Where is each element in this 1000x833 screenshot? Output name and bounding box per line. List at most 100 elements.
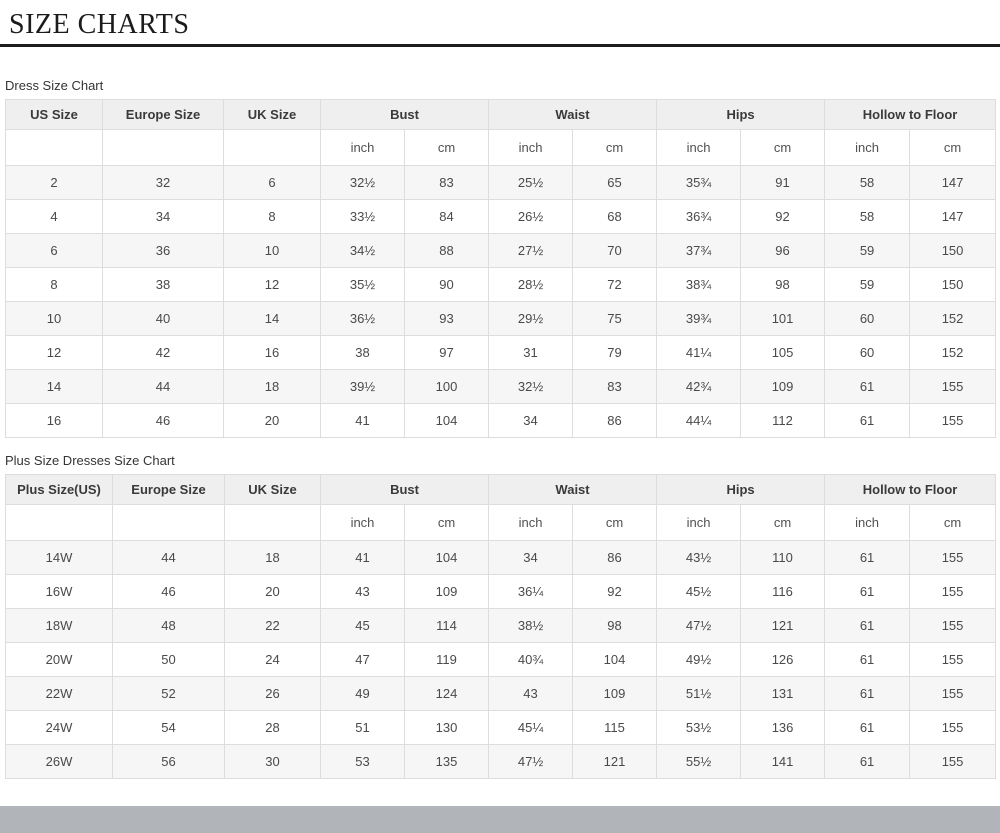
col-header-waist: Waist [488,99,658,130]
table-cell: 60 [824,335,911,370]
table-cell: 43 [488,676,574,711]
unit-cell: inch [320,129,405,166]
table-cell: 40¾ [488,642,574,677]
col-header-bust: Bust [319,99,490,130]
col-header-plus-size-us: Plus Size(US) [5,474,113,505]
table-cell: 30 [224,744,321,779]
table-cell: 126 [740,642,826,677]
title-divider [0,44,1000,47]
table-cell: 47½ [488,744,574,779]
table-cell: 91 [740,165,826,200]
table-row: 8 38 12 35½ 90 28½ 72 38¾ 98 59 150 [5,267,997,302]
table-cell: 53 [320,744,405,779]
col-header-bust: Bust [319,474,490,505]
table-cell: 20 [223,403,321,438]
table-cell: 25½ [488,165,574,200]
table-cell: 16 [223,335,321,370]
table-cell: 45¼ [488,710,574,745]
table-cell: 27½ [488,233,574,268]
col-header-hollow-to-floor: Hollow to Floor [824,474,997,505]
table-cell: 45½ [656,574,742,609]
table-cell: 43½ [656,540,742,575]
table-cell: 147 [909,165,997,200]
table-row: 14 44 18 39½ 100 32½ 83 42¾ 109 61 155 [5,369,997,404]
col-header-hips: Hips [656,474,826,505]
table-cell: 56 [112,744,225,779]
table-cell: 61 [824,574,911,609]
dress-size-table: US Size Europe Size UK Size Bust Waist H… [5,99,997,438]
footer-band [0,806,1000,833]
plus-chart-label: Plus Size Dresses Size Chart [5,453,175,468]
table-cell: 136 [740,710,826,745]
table-cell: 97 [403,335,490,370]
table-cell: 61 [824,369,911,404]
table-cell: 26 [224,676,321,711]
table-cell: 59 [824,233,911,268]
table-cell: 104 [572,642,658,677]
unit-cell [224,504,321,541]
table-cell: 20 [224,574,321,609]
table-cell: 100 [403,369,490,404]
table-cell: 4 [5,199,103,234]
table-row: 4 34 8 33½ 84 26½ 68 36¾ 92 58 147 [5,199,997,234]
table-cell: 51½ [656,676,742,711]
table-cell: 47½ [656,608,742,643]
table-cell: 8 [223,199,321,234]
table-cell: 33½ [320,199,405,234]
table-cell: 14 [5,369,103,404]
table-cell: 121 [740,608,826,643]
table-cell: 59 [824,267,911,302]
table-cell: 51 [320,710,405,745]
unit-cell: cm [572,129,658,166]
table-cell: 29½ [488,301,574,336]
table-cell: 28½ [488,267,574,302]
table-cell: 6 [223,165,321,200]
table-cell: 124 [403,676,490,711]
unit-cell [5,504,113,541]
table-cell: 48 [112,608,225,643]
table-cell: 32½ [488,369,574,404]
unit-cell: cm [572,504,658,541]
table-cell: 41 [320,403,405,438]
unit-cell: inch [320,504,405,541]
table-cell: 121 [572,744,658,779]
table-cell: 86 [572,540,658,575]
table-cell: 155 [909,574,997,609]
table-cell: 28 [224,710,321,745]
table-cell: 55½ [656,744,742,779]
col-header-uk-size: UK Size [224,474,321,505]
unit-cell: cm [909,129,997,166]
table-cell: 49 [320,676,405,711]
table-cell: 92 [572,574,658,609]
table-row: 12 42 16 38 97 31 79 41¼ 105 60 152 [5,335,997,370]
dress-chart-label: Dress Size Chart [5,78,104,93]
table-cell: 35½ [320,267,405,302]
table-cell: 84 [403,199,490,234]
unit-cell: inch [824,504,911,541]
table-cell: 18 [224,540,321,575]
table-cell: 12 [5,335,103,370]
table-row: 10 40 14 36½ 93 29½ 75 39¾ 101 60 152 [5,301,997,336]
table-cell: 43 [320,574,405,609]
table-cell: 41 [320,540,405,575]
table-cell: 150 [909,233,997,268]
table-cell: 34 [488,540,574,575]
table-cell: 24 [224,642,321,677]
table-cell: 101 [740,301,826,336]
table-cell: 2 [5,165,103,200]
table-cell: 50 [112,642,225,677]
table-cell: 16 [5,403,103,438]
table-cell: 109 [572,676,658,711]
table-cell: 86 [572,403,658,438]
table-cell: 52 [112,676,225,711]
table-cell: 18W [5,608,113,643]
table-cell: 68 [572,199,658,234]
table-cell: 6 [5,233,103,268]
unit-cell: inch [488,504,574,541]
table-cell: 105 [740,335,826,370]
table-cell: 26½ [488,199,574,234]
table-cell: 44 [102,369,224,404]
table-cell: 38 [320,335,405,370]
table-cell: 12 [223,267,321,302]
col-header-hollow-to-floor: Hollow to Floor [824,99,997,130]
